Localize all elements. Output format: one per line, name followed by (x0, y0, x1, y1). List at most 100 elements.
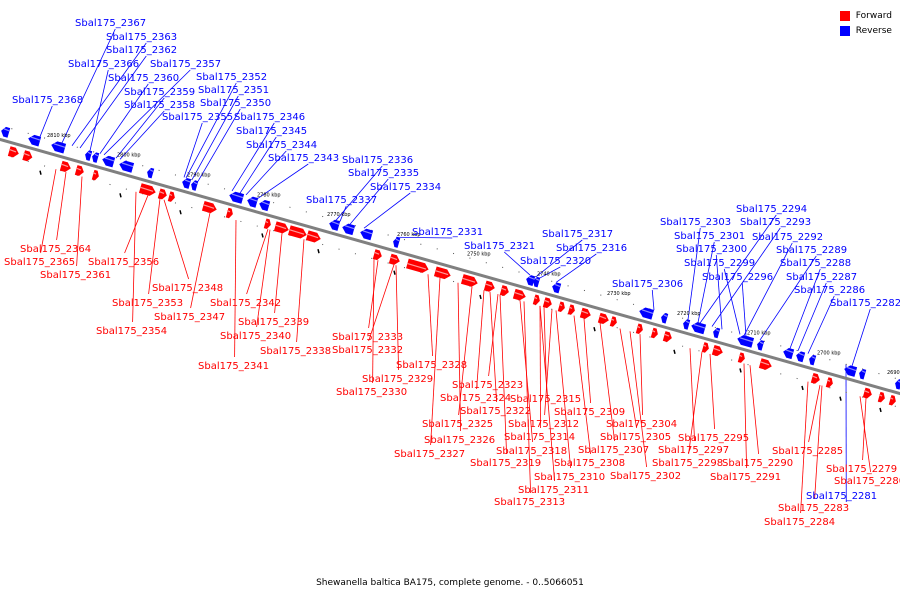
forward-gene-arrow (567, 304, 575, 315)
forward-gene-label: Sbal175_2311 (518, 485, 589, 496)
forward-leader-line (749, 365, 759, 455)
reverse-leader-line (723, 268, 741, 335)
legend-label-forward: Forward (855, 10, 892, 21)
forward-gene-arrow (22, 150, 33, 162)
reverse-gene-arrow (552, 282, 562, 294)
forward-gene-label: Sbal175_2332 (332, 345, 403, 356)
reverse-gene-label: Sbal175_2345 (236, 126, 307, 137)
reverse-gene-highlight (798, 352, 805, 356)
forward-gene-arrow (662, 331, 672, 342)
forward-gene-highlight (889, 397, 894, 400)
forward-gene-highlight (92, 171, 97, 175)
reverse-leader-line (741, 282, 747, 337)
forward-gene-label: Sbal175_2298 (652, 458, 723, 469)
reverse-gene-arrow (1, 126, 11, 138)
forward-gene-highlight (543, 299, 550, 303)
reverse-leader-line (699, 214, 777, 324)
reverse-gene-label: Sbal175_2362 (106, 45, 177, 56)
forward-leader-line (814, 385, 823, 500)
forward-gene-highlight (288, 228, 305, 235)
forward-leader-line (476, 290, 485, 390)
legend-label-reverse: Reverse (855, 25, 892, 36)
reverse-leader-line (231, 122, 275, 192)
forward-gene-arrow (91, 169, 99, 181)
forward-leader-line (234, 220, 237, 358)
forward-gene-highlight (663, 333, 670, 337)
forward-leader-line (859, 396, 871, 473)
forward-gene-arrow (225, 207, 233, 219)
track-tick-mark (479, 294, 482, 300)
forward-gene-arrow (810, 372, 820, 384)
forward-gene-highlight (406, 262, 427, 270)
forward-leader-line (619, 328, 637, 429)
forward-gene-label: Sbal175_2348 (152, 283, 223, 294)
tick-label: 2750 kbp (467, 252, 491, 258)
forward-gene-label: Sbal175_2310 (534, 472, 605, 483)
tick-label: 2780 kbp (257, 192, 281, 198)
tick-label: 2760 kbp (397, 232, 421, 238)
forward-leader-line (709, 353, 715, 430)
reverse-leader-line (687, 227, 701, 320)
reverse-leader-line (535, 239, 583, 278)
forward-leader-line (599, 322, 615, 442)
forward-gene-highlight (513, 291, 524, 296)
reverse-gene-arrow (683, 319, 691, 330)
forward-leader-line (256, 229, 271, 328)
track-tick-mark (261, 233, 264, 238)
reverse-gene-highlight (121, 162, 134, 168)
reverse-leader-line (79, 55, 147, 149)
forward-leader-line (573, 315, 591, 455)
reverse-gene-label: Sbal175_2368 (12, 95, 83, 106)
forward-gene-label: Sbal175_2364 (20, 244, 91, 255)
reverse-gene-label: Sbal175_2360 (108, 73, 179, 84)
forward-gene-highlight (60, 163, 69, 168)
reverse-gene-label: Sbal175_2300 (676, 244, 747, 255)
forward-gene-highlight (826, 379, 831, 382)
reverse-swatch (839, 25, 850, 36)
reverse-leader-line (99, 83, 149, 154)
forward-gene-arrow (650, 327, 658, 339)
track-tick-mark (839, 396, 842, 401)
forward-gene-arrow (825, 377, 833, 388)
genome-backbone (0, 137, 900, 396)
reverse-gene-highlight (231, 193, 244, 199)
forward-gene-highlight (23, 152, 30, 157)
forward-leader-line (430, 277, 441, 446)
forward-gene-highlight (712, 347, 721, 352)
reverse-gene-highlight (249, 198, 258, 202)
forward-gene-label: Sbal175_2314 (504, 432, 575, 443)
track-tick-mark (739, 368, 742, 373)
forward-gene-label: Sbal175_2285 (772, 446, 843, 457)
reverse-gene-highlight (685, 320, 690, 324)
reverse-leader-line (39, 105, 53, 137)
track-tick-mark (801, 385, 804, 391)
forward-gene-label: Sbal175_2291 (710, 472, 781, 483)
reverse-gene-arrow (796, 351, 806, 363)
legend-item-forward: Forward (839, 8, 892, 23)
reverse-gene-arrow (28, 134, 42, 147)
track-tick-mark (593, 326, 596, 332)
forward-gene-highlight (202, 204, 215, 209)
reverse-gene-label: Sbal175_2287 (786, 272, 857, 283)
reverse-leader-line (71, 42, 147, 146)
forward-leader-line (427, 274, 433, 357)
reverse-leader-line (743, 242, 793, 336)
forward-gene-highlight (610, 318, 615, 321)
forward-gene-label: Sbal175_2315 (510, 394, 581, 405)
reverse-leader-line (697, 241, 715, 323)
forward-gene-arrow (263, 218, 271, 229)
reverse-leader-line (115, 97, 165, 159)
forward-gene-label: Sbal175_2297 (658, 445, 729, 456)
reverse-gene-highlight (739, 337, 754, 343)
forward-leader-line (489, 291, 497, 403)
track-tick-mark (39, 170, 42, 175)
reverse-gene-highlight (87, 151, 92, 155)
forward-gene-arrow (877, 391, 885, 403)
reverse-gene-highlight (362, 230, 373, 235)
reverse-gene-label: Sbal175_2296 (702, 272, 773, 283)
forward-gene-highlight (568, 306, 573, 310)
reverse-gene-highlight (641, 309, 654, 314)
reverse-gene-arrow (147, 167, 155, 179)
forward-gene-label: Sbal175_2283 (778, 503, 849, 514)
